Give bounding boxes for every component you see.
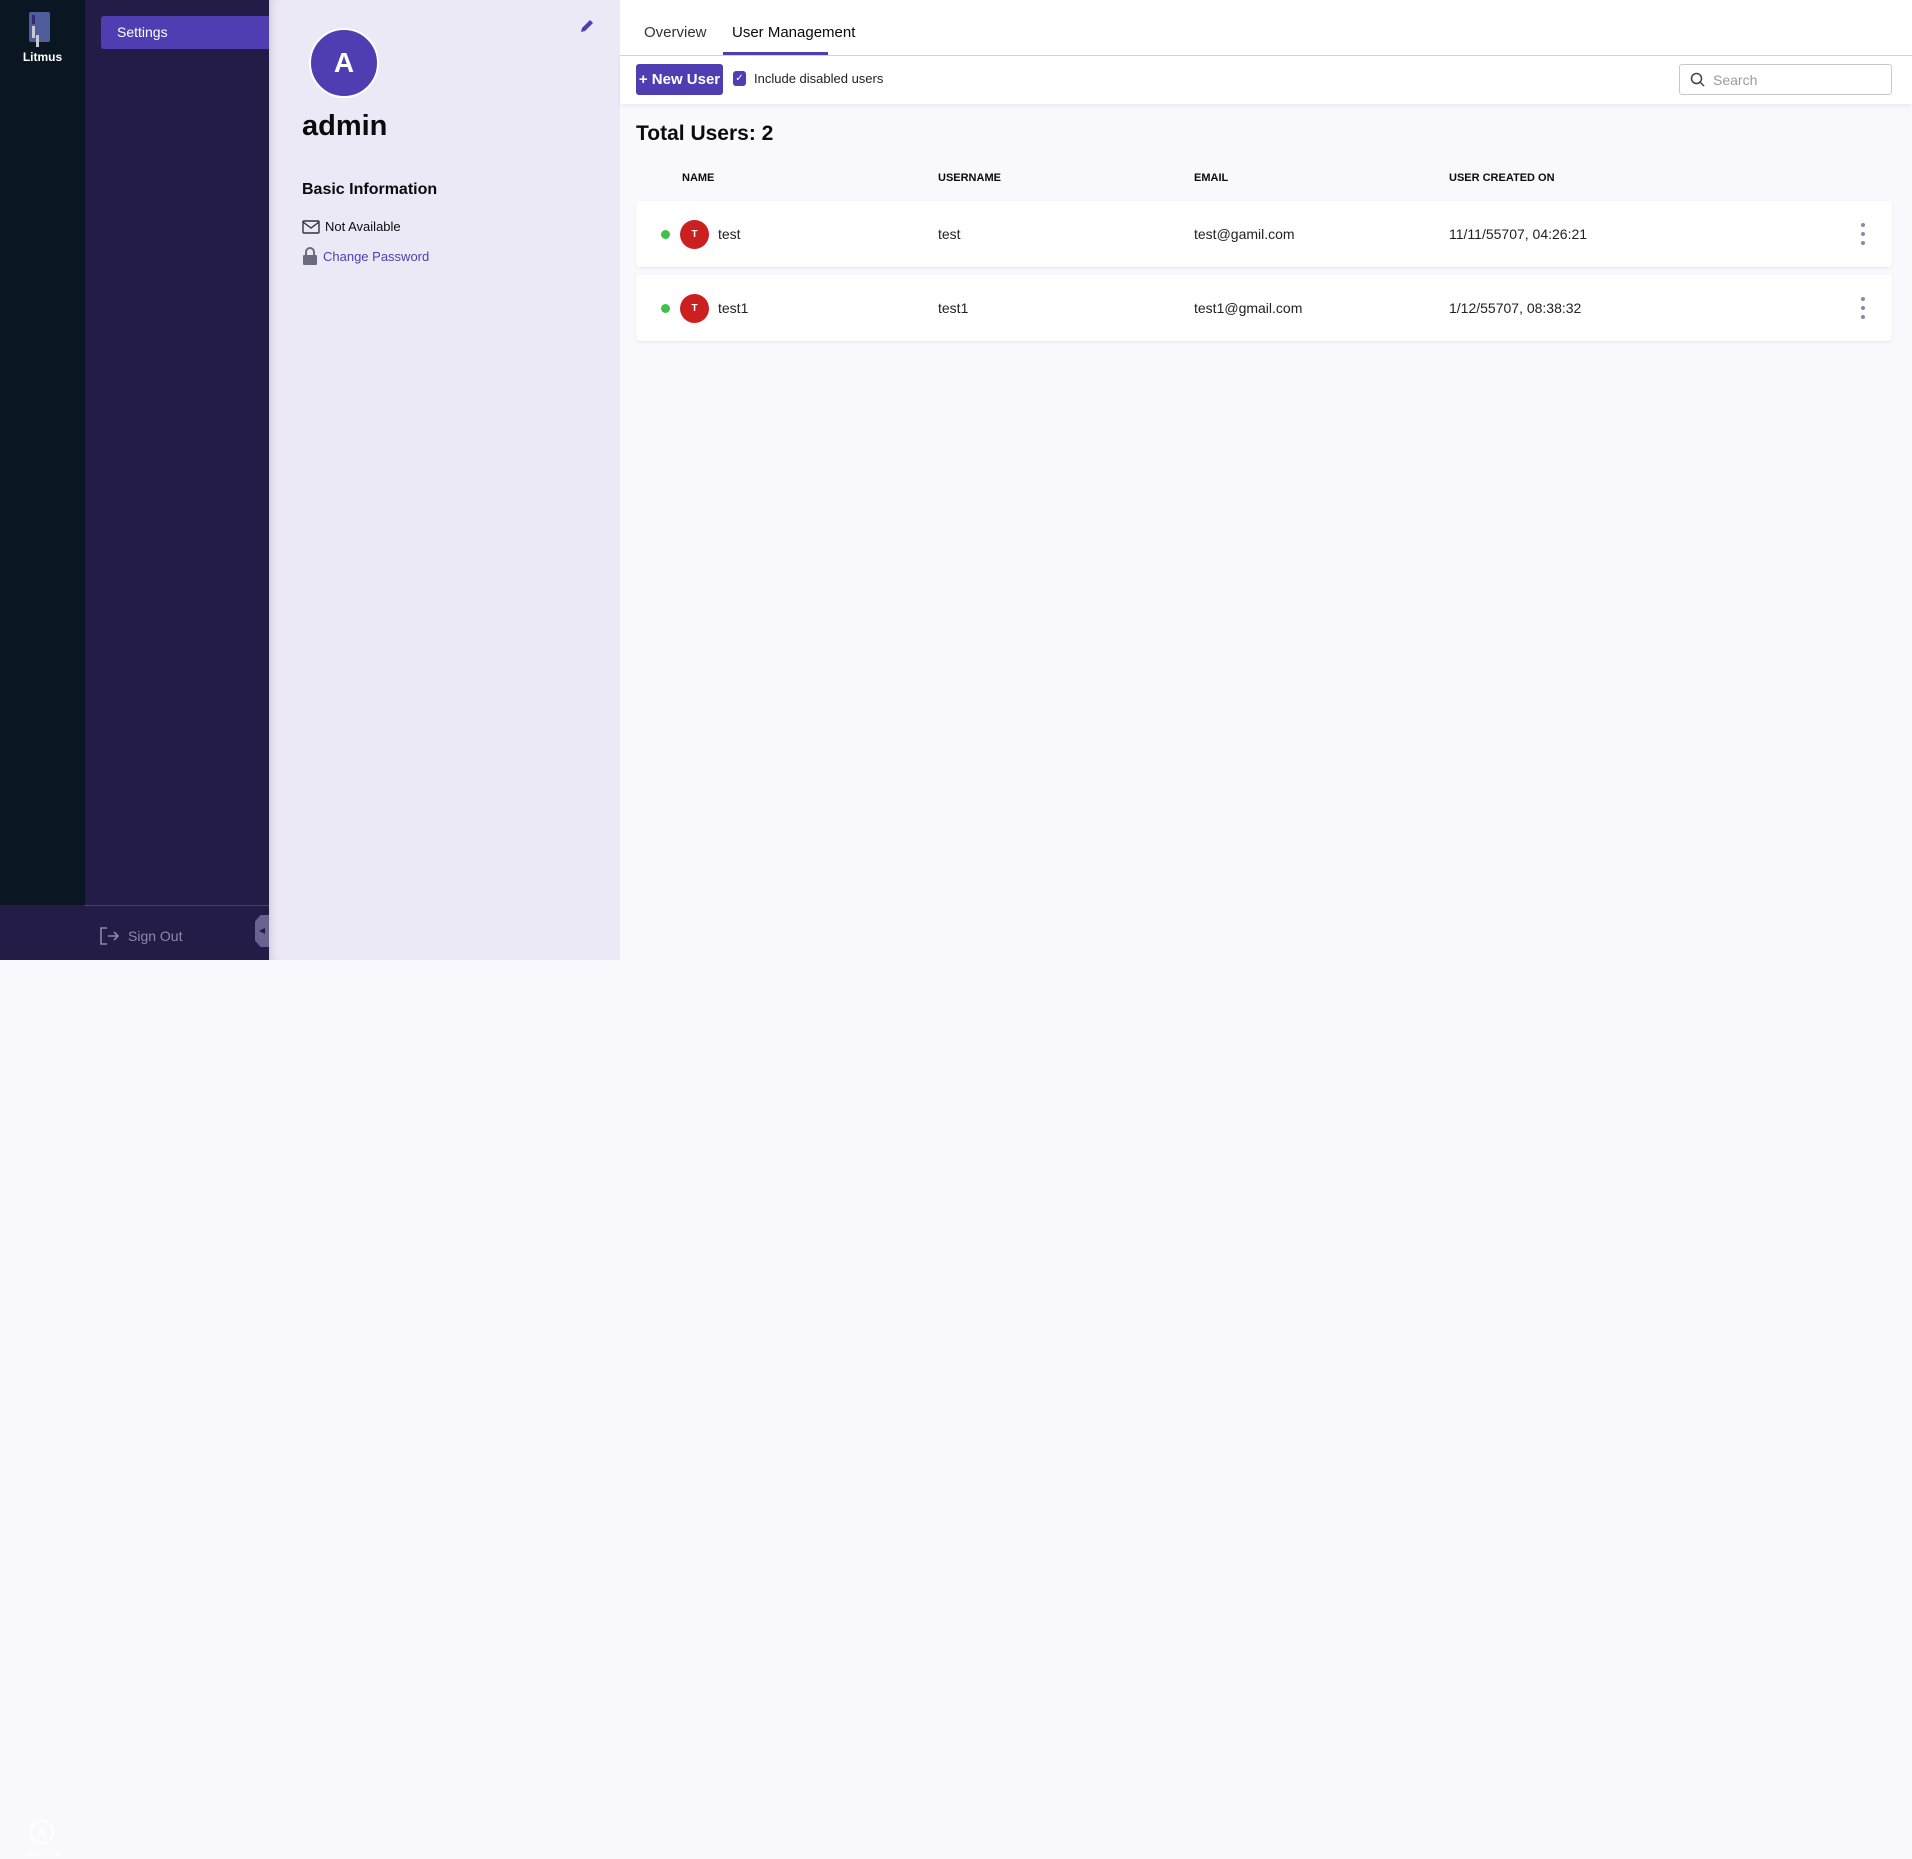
profile-avatar: A — [309, 28, 379, 98]
edit-pencil-icon[interactable] — [579, 18, 595, 34]
more-options-icon[interactable] — [1858, 297, 1868, 319]
chevron-left-icon: ◀ — [258, 926, 266, 935]
sign-out-icon — [100, 927, 120, 945]
header-username: USERNAME — [938, 172, 1001, 184]
table-row[interactable]: T test1 test1 test1@gmail.com 1/12/55707… — [636, 275, 1892, 341]
tab-overview[interactable]: Overview — [644, 24, 707, 41]
litmus-logo-icon[interactable] — [29, 12, 50, 42]
include-disabled-label: Include disabled users — [754, 71, 884, 86]
header-created-on: USER CREATED ON — [1449, 172, 1555, 184]
app-name: Litmus — [22, 50, 63, 64]
user-avatar[interactable]: A — [30, 1820, 54, 1844]
user-created-on: 1/12/55707, 08:38:32 — [1449, 300, 1582, 316]
email-value: Not Available — [325, 219, 401, 234]
account-area[interactable]: A ADMIN — [0, 905, 85, 1859]
change-password-link[interactable]: Change Password — [323, 248, 430, 264]
checkmark-icon[interactable]: ✓ — [733, 71, 746, 86]
toolbar: + New User ✓ Include disabled users — [620, 56, 1912, 104]
user-name: test1 — [718, 300, 749, 316]
plus-icon: + — [638, 71, 652, 88]
search-input[interactable] — [1713, 71, 1873, 88]
email-info: Not Available — [302, 219, 401, 234]
main-content: Overview User Management + New User ✓ In… — [620, 0, 1912, 960]
app-rail: Litmus — [0, 0, 85, 960]
user-username: test — [938, 226, 961, 242]
profile-panel: A admin Basic Information Not Available … — [269, 0, 620, 960]
status-active-icon — [661, 230, 670, 239]
sign-out-label: Sign Out — [128, 928, 183, 944]
user-name: test — [718, 226, 741, 242]
user-username: test1 — [938, 300, 969, 316]
lock-icon — [303, 247, 317, 265]
search-box[interactable] — [1679, 64, 1892, 95]
user-avatar: T — [680, 294, 709, 323]
change-password-row[interactable]: Change Password — [302, 247, 429, 265]
section-title: Basic Information — [302, 181, 438, 198]
user-email: test@gamil.com — [1194, 226, 1295, 242]
user-avatar: T — [680, 220, 709, 249]
profile-name: admin — [302, 110, 388, 142]
mail-icon — [302, 219, 320, 234]
new-user-label: New User — [651, 71, 721, 88]
divider — [85, 905, 269, 906]
sign-out-button[interactable]: Sign Out — [100, 927, 182, 945]
search-icon — [1690, 72, 1705, 87]
user-email: test1@gmail.com — [1194, 300, 1303, 316]
status-active-icon — [661, 304, 670, 313]
user-label: ADMIN — [26, 1848, 59, 1859]
tab-user-management[interactable]: User Management — [732, 24, 856, 41]
new-user-button[interactable]: + New User — [636, 64, 723, 95]
header-name: NAME — [682, 172, 715, 184]
header-email: EMAIL — [1194, 172, 1229, 184]
include-disabled-checkbox[interactable]: ✓ Include disabled users — [733, 71, 883, 86]
sidebar-item-settings[interactable]: Settings — [101, 16, 269, 49]
table-row[interactable]: T test test test@gamil.com 11/11/55707, … — [636, 201, 1892, 267]
user-created-on: 11/11/55707, 04:26:21 — [1449, 226, 1588, 242]
sidebar: Settings Sign Out — [85, 0, 269, 960]
total-users: Total Users: 2 — [636, 122, 774, 145]
more-options-icon[interactable] — [1858, 223, 1868, 245]
tab-bar: Overview User Management — [620, 0, 1912, 56]
active-tab-indicator — [723, 52, 828, 55]
collapse-sidebar-button[interactable]: ◀ — [255, 915, 269, 947]
